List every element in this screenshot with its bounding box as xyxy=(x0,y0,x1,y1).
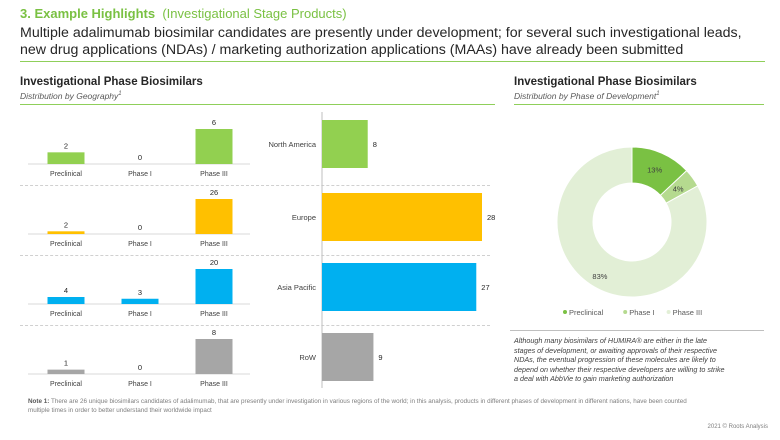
tick-label-north-america-preclinical: Preclinical xyxy=(50,171,82,178)
tick-label-asia-pacific-phase-iii: Phase III xyxy=(200,311,228,318)
legend-marker-preclinical xyxy=(563,310,567,314)
bar-north-america-phase-iii xyxy=(195,129,233,164)
bar-row-phase-iii xyxy=(195,339,233,374)
bar-europe-phase-iii xyxy=(195,199,233,234)
data-label-asia-pacific-phase-iii: 20 xyxy=(210,258,218,267)
data-label-asia-pacific-preclinical: 4 xyxy=(64,286,68,295)
right-section-title: Investigational Phase Biosimilars xyxy=(514,76,697,88)
data-label-europe-preclinical: 2 xyxy=(64,220,68,229)
hbar-value-europe: 28 xyxy=(487,213,495,222)
slide-title-main: 3. Example Highlights xyxy=(20,6,156,21)
hbar-value-north-america: 8 xyxy=(373,140,377,149)
bar-asia-pacific-phase-iii xyxy=(195,269,233,304)
tick-label-europe-phase-iii: Phase III xyxy=(200,241,228,248)
donut-label-preclinical: 13% xyxy=(647,166,662,175)
left-section-divider xyxy=(20,104,495,105)
hbar-category-row: RoW xyxy=(299,353,317,362)
bar-row-preclinical xyxy=(47,369,85,374)
callout-text: Although many biosimilars of HUMIRA® are… xyxy=(514,336,725,384)
data-label-europe-phase-i: 0 xyxy=(138,223,142,232)
data-label-row-phase-i: 0 xyxy=(138,363,142,372)
tick-label-row-phase-iii: Phase III xyxy=(200,381,228,388)
data-label-row-preclinical: 1 xyxy=(64,359,68,368)
legend-marker-phase-i xyxy=(623,310,628,314)
slide-title-suffix: (Investigational Stage Products) xyxy=(162,6,347,21)
hbar-category-europe: Europe xyxy=(292,213,316,222)
tick-label-asia-pacific-preclinical: Preclinical xyxy=(50,311,82,318)
bar-asia-pacific-phase-i xyxy=(121,298,159,304)
header-divider xyxy=(20,61,765,62)
right-section-subtitle: Distribution by Phase of Development1 xyxy=(514,91,660,101)
data-label-north-america-phase-iii: 6 xyxy=(212,118,216,127)
hbar-asia-pacific xyxy=(322,263,477,311)
hbar-category-north-america: North America xyxy=(268,140,316,149)
left-section-subtitle: Distribution by Geography1 xyxy=(20,91,122,101)
tick-label-north-america-phase-i: Phase I xyxy=(128,171,152,178)
hbar-row xyxy=(322,333,374,381)
bar-asia-pacific-preclinical xyxy=(47,297,85,304)
right-section-divider xyxy=(514,104,764,105)
footnote-text: There are 26 unique biosimilars candidat… xyxy=(28,398,687,414)
copyright: 2021 © Roots Analysis xyxy=(707,424,768,430)
data-label-north-america-preclinical: 2 xyxy=(64,141,68,150)
data-label-row-phase-iii: 8 xyxy=(212,328,216,337)
hbar-north-america xyxy=(322,120,368,168)
tick-label-europe-phase-i: Phase I xyxy=(128,241,152,248)
donut-label-phase-iii: 83% xyxy=(592,272,607,281)
hbar-category-asia-pacific: Asia Pacific xyxy=(277,283,316,292)
left-section-title: Investigational Phase Biosimilars xyxy=(20,76,203,88)
footnote-label: Note 1: xyxy=(28,398,50,405)
slide-title: 3. Example Highlights (Investigational S… xyxy=(20,6,347,21)
panel-separator xyxy=(20,255,490,256)
panel-separator xyxy=(20,325,490,326)
legend-marker-phase-iii xyxy=(666,310,671,314)
tick-label-row-phase-i: Phase I xyxy=(128,381,152,388)
legend-label-phase-iii: Phase III xyxy=(673,308,703,317)
bar-europe-preclinical xyxy=(47,231,85,234)
tick-label-europe-preclinical: Preclinical xyxy=(50,241,82,248)
tick-label-north-america-phase-iii: Phase III xyxy=(200,171,228,178)
hbar-value-row: 9 xyxy=(378,353,382,362)
panel-separator xyxy=(20,185,490,186)
callout-divider xyxy=(510,330,764,331)
donut-label-phase-i: 4% xyxy=(673,184,684,193)
legend-label-preclinical: Preclinical xyxy=(569,308,604,317)
tick-label-row-preclinical: Preclinical xyxy=(50,381,82,388)
legend-label-phase-i: Phase I xyxy=(629,308,654,317)
data-label-north-america-phase-i: 0 xyxy=(138,153,142,162)
data-label-europe-phase-iii: 26 xyxy=(210,188,218,197)
hbar-europe xyxy=(322,193,482,241)
hbar-value-asia-pacific: 27 xyxy=(481,283,489,292)
donut-slice-phase-iii xyxy=(556,146,708,298)
headline: Multiple adalimumab biosimilar candidate… xyxy=(20,25,742,58)
footnote: Note 1: There are 26 unique biosimilars … xyxy=(28,397,698,415)
data-label-asia-pacific-phase-i: 3 xyxy=(138,288,142,297)
tick-label-asia-pacific-phase-i: Phase I xyxy=(128,311,152,318)
bar-north-america-preclinical xyxy=(47,152,85,164)
